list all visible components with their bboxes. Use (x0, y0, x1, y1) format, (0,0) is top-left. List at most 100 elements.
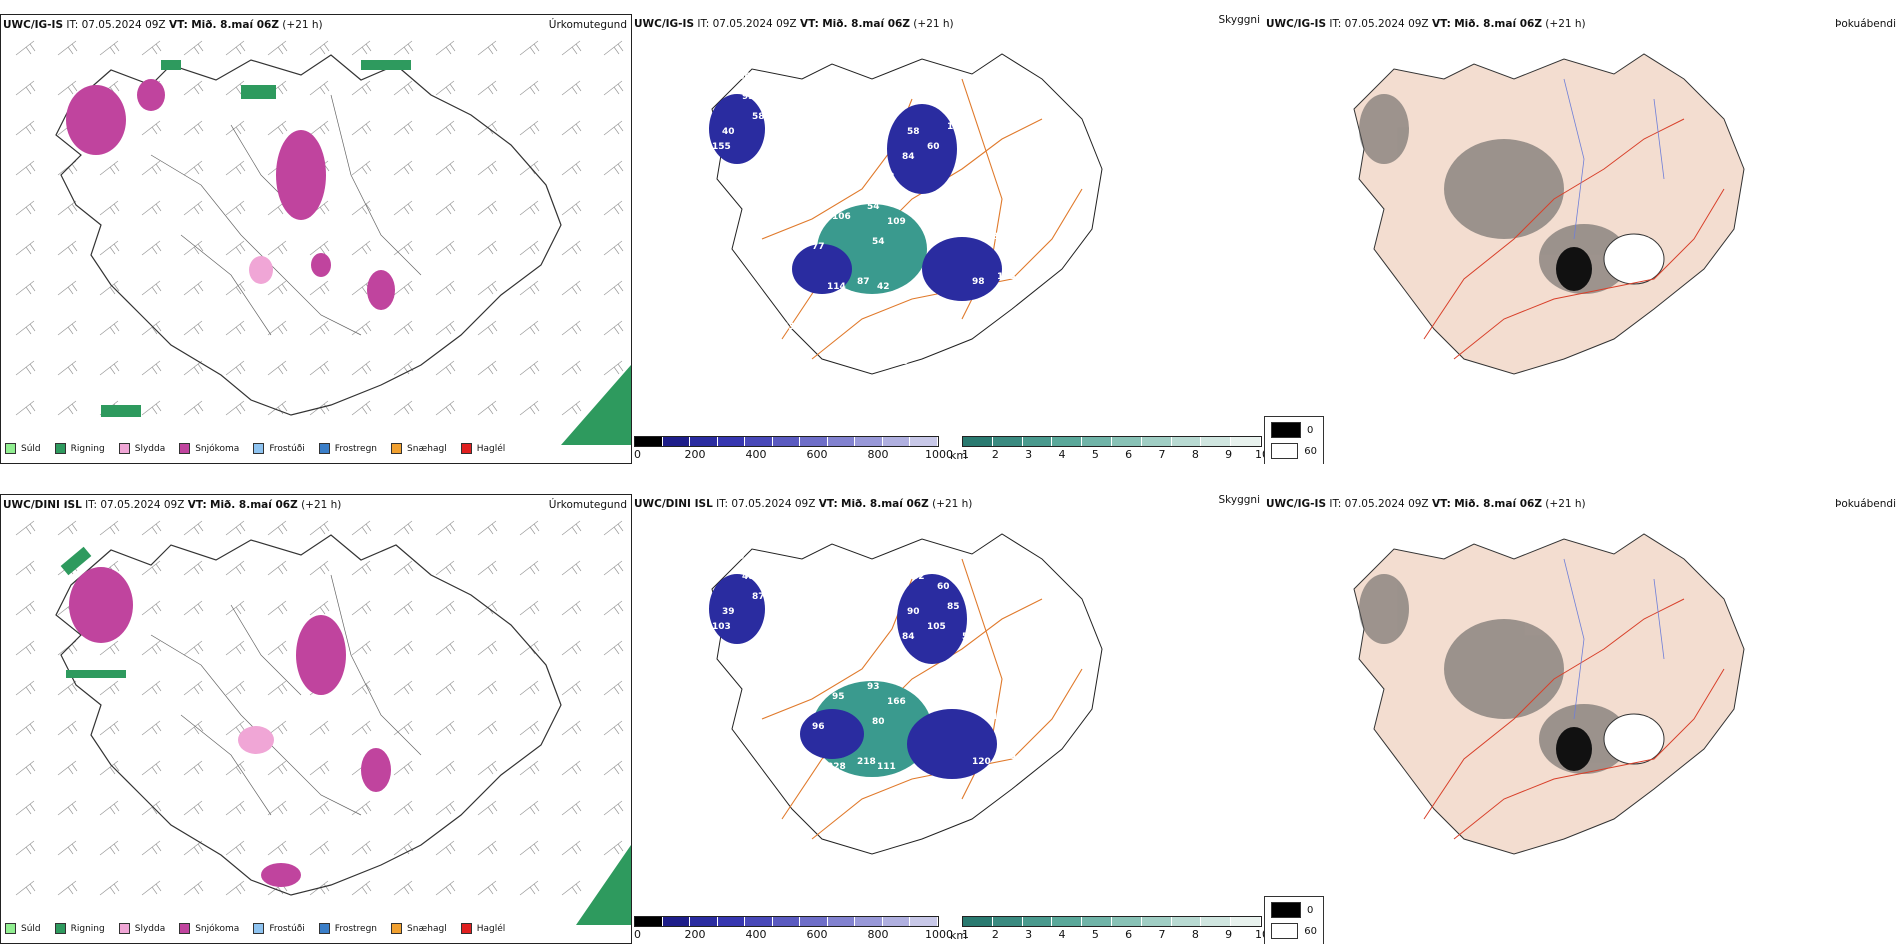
visibility-value-label: 65 (762, 582, 775, 592)
cloud-header-row1: UWC/IG-IS IT: 07.05.2024 09Z VT: Mið. 8.… (634, 18, 954, 30)
wind-barb (99, 760, 120, 776)
wind-barb (57, 400, 78, 416)
visibility-value-label: 120 (792, 622, 811, 632)
cloud-base-bar-cell (800, 917, 828, 926)
visibility-value-label: 63 (782, 322, 795, 332)
wind-barb (561, 640, 582, 656)
cloud-base-bar-cell (882, 917, 911, 926)
wind-barb (141, 280, 162, 296)
wind-barb (603, 120, 624, 136)
wind-barb (393, 520, 414, 536)
legend-item-frostudi: Frostúði (253, 923, 305, 934)
wind-barb (99, 720, 120, 736)
wind-barb (519, 240, 540, 256)
visibility-bar-tick: 6 (1125, 928, 1133, 941)
visibility-bar-cell (1052, 437, 1083, 446)
wind-barb (561, 560, 582, 576)
wind-barb (225, 640, 246, 656)
wind-barb (351, 360, 372, 376)
visibility-value-label: 115 (947, 122, 966, 132)
legend-swatch (118, 923, 130, 934)
wind-barb (435, 80, 456, 96)
wind-barb (267, 840, 288, 856)
visibility-value-label: 87 (752, 592, 765, 602)
wind-barb (309, 80, 330, 96)
wind-barb (183, 280, 204, 296)
wind-barb (393, 360, 414, 376)
visibility-value-label: 93 (742, 92, 755, 102)
wind-barb (351, 640, 372, 656)
cloud-base-bar-cell (717, 917, 746, 926)
wind-barb (57, 240, 78, 256)
visibility-value-label: 166 (887, 697, 906, 707)
wind-barb (225, 280, 246, 296)
wind-barb (57, 720, 78, 736)
wind-barb (435, 560, 456, 576)
cloud-base-bar-cell (910, 917, 939, 926)
wind-barb (99, 520, 120, 536)
cloud-base-bar-tick: 1000 (925, 448, 953, 461)
cloud-base-bar-tick: 200 (684, 928, 706, 941)
wind-barb (603, 760, 624, 776)
legend-item-haglel: Haglél (460, 443, 506, 454)
wind-barb (519, 840, 540, 856)
wind-barb (519, 800, 540, 816)
cloud-title-row1: Skyggni (1218, 14, 1261, 26)
wind-barb (393, 680, 414, 696)
wind-barb (561, 680, 582, 696)
visibility-value-label: 90 (907, 607, 920, 617)
legend-item-rigning: Rigning (54, 443, 105, 454)
wind-barb (309, 760, 330, 776)
wind-barb (435, 120, 456, 136)
legend-item-snjokoma: Snjókoma (179, 923, 239, 934)
wind-barb (15, 640, 36, 656)
fog-panel-row1: UWC/IG-IS IT: 07.05.2024 09Z VT: Mið. 8.… (1264, 14, 1900, 464)
wind-barb (309, 800, 330, 816)
cloud-base-bar-row2: 0 200 400 600 800 1000 m (632, 916, 953, 942)
wind-barb (309, 520, 330, 536)
visibility-bar-tick: 8 (1191, 448, 1199, 461)
legend-swatch (253, 923, 265, 934)
visibility-value-label: 107 (992, 712, 1011, 722)
legend-swatch (460, 923, 472, 934)
visibility-value-label: 180 (772, 147, 791, 157)
wind-barb (603, 320, 624, 336)
visibility-value-label: 42 (877, 282, 890, 292)
visibility-bar-cell (992, 917, 1023, 926)
legend-label: Snæhagl (407, 443, 447, 454)
wind-barb (477, 760, 498, 776)
cloud-base-bar-unit: m (632, 449, 633, 462)
wind-barb (393, 400, 414, 416)
wind-barb (435, 280, 456, 296)
visibility-value-label: 84 (902, 632, 915, 642)
cloud-base-bar-unit: m (632, 929, 633, 942)
cloud-base-bar-cell (882, 437, 911, 446)
visibility-value-label: 30 (762, 102, 775, 112)
legend-label: Slydda (134, 923, 166, 934)
precip-legend-row1: Súld Rigning Slydda Snjókoma Frostúði Frostre… (5, 443, 519, 454)
wind-barb (393, 40, 414, 56)
visibility-value-label: 92 (872, 802, 885, 812)
visibility-value-label: 117 (947, 782, 966, 792)
visibility-value-label: 50 (767, 127, 780, 137)
cloud-base-bar-cell (772, 437, 801, 446)
legend-swatch (179, 443, 191, 454)
fog-map-row1 (1353, 53, 1745, 375)
wind-barb (309, 280, 330, 296)
visibility-value-label: 80 (772, 627, 785, 637)
wind-barb (603, 520, 624, 536)
wind-barb (393, 120, 414, 136)
legend-label: Súld (21, 923, 41, 934)
wind-barb (57, 680, 78, 696)
wind-barb (477, 280, 498, 296)
wind-barb (309, 240, 330, 256)
legend-label: Haglél (476, 443, 506, 454)
legend-item-frostregn: Frostregn (318, 443, 377, 454)
wind-barb (267, 40, 288, 56)
visibility-value-label: 127 (937, 102, 956, 112)
legend-item-frostudi: Frostúði (253, 443, 305, 454)
visibility-value-label: 103 (712, 622, 731, 632)
visibility-bar-tick: 6 (1125, 448, 1133, 461)
wind-barb (561, 280, 582, 296)
cloud-base-bar-tick: 0 (634, 448, 641, 461)
